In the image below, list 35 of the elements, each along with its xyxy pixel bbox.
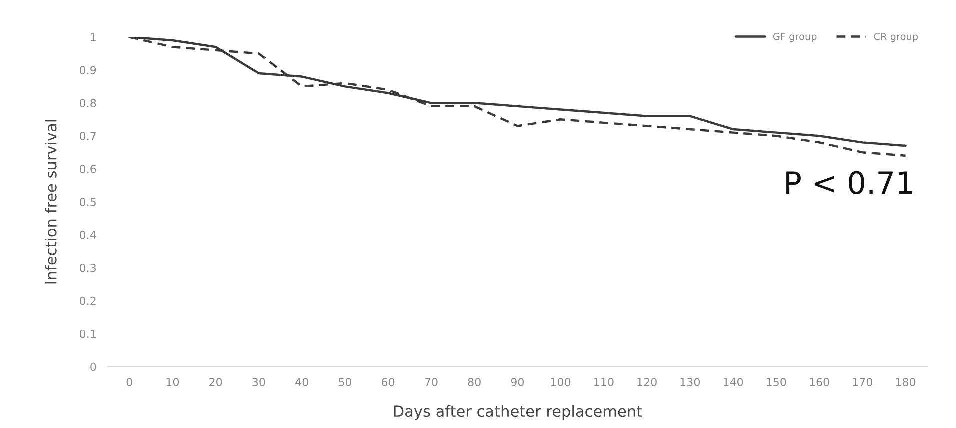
x-tick-label: 160 [810, 378, 830, 387]
y-tick-label: 0.8 [80, 99, 96, 108]
x-tick-label: 80 [468, 378, 481, 387]
y-tick-label: 0.5 [80, 198, 96, 206]
x-tick-label: 150 [767, 378, 786, 387]
x-tick-label: 170 [853, 378, 873, 387]
x-tick-label: 180 [896, 378, 916, 387]
y-tick-label: 0.6 [80, 165, 96, 174]
y-axis-title: Infection free survival [45, 120, 57, 284]
x-tick-label: 10 [166, 378, 180, 387]
y-tick-label: 0.7 [80, 132, 96, 140]
annotation: P < 0.71 [786, 171, 912, 194]
x-tick-label: 110 [594, 378, 614, 387]
x-tick-label: 100 [551, 378, 571, 387]
x-tick-label: 20 [210, 378, 222, 387]
x-tick-label: 70 [425, 378, 438, 387]
x-tick-label: 60 [382, 378, 395, 387]
legend-label: GF group [773, 32, 817, 42]
y-tick-label: 0.4 [80, 230, 96, 240]
x-tick-label: 0 [126, 378, 132, 387]
x-tick-label: 120 [638, 378, 657, 387]
x-tick-label: 50 [338, 378, 352, 387]
x-axis-title: Days after catheter replacement [394, 405, 642, 420]
x-tick-label: 90 [511, 378, 524, 387]
legend-label: CR group [874, 32, 918, 42]
y-tick-label: 0.1 [80, 330, 96, 338]
y-tick-label: 1 [91, 33, 96, 42]
x-tick-label: 140 [724, 378, 744, 387]
y-tick-label: 0.2 [80, 296, 96, 306]
y-tick-label: 0.9 [80, 66, 96, 75]
x-tick-label: 130 [680, 378, 700, 387]
y-tick-label: 0 [90, 362, 96, 372]
x-tick-label: 40 [296, 378, 308, 387]
x-tick-label: 30 [252, 378, 266, 387]
y-tick-label: 0.3 [80, 264, 96, 272]
